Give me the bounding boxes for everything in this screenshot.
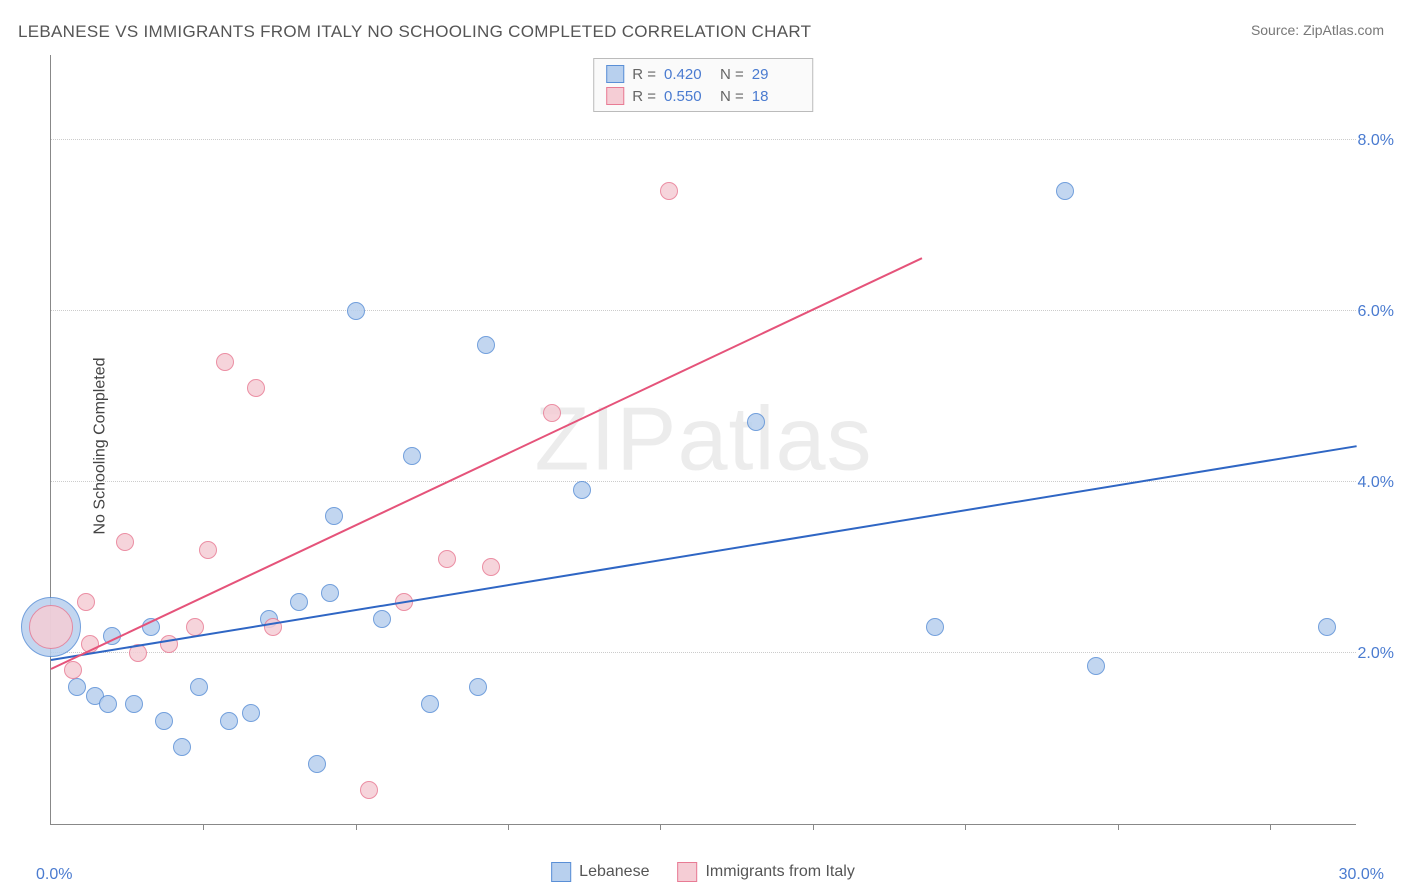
scatter-point bbox=[373, 610, 391, 628]
legend-label: Lebanese bbox=[579, 863, 649, 881]
legend-stat-row: R = 0.420 N = 29 bbox=[594, 63, 812, 85]
legend-r-label: R = bbox=[632, 66, 656, 83]
scatter-point bbox=[155, 712, 173, 730]
scatter-point bbox=[573, 481, 591, 499]
scatter-point bbox=[321, 584, 339, 602]
legend-r-value: 0.420 bbox=[664, 66, 712, 83]
scatter-point bbox=[543, 404, 561, 422]
legend-r-value: 0.550 bbox=[664, 88, 712, 105]
x-axis-start-label: 0.0% bbox=[36, 866, 72, 884]
scatter-point bbox=[242, 704, 260, 722]
watermark: ZIPatlas bbox=[534, 388, 872, 491]
legend-item: Immigrants from Italy bbox=[677, 862, 854, 882]
scatter-point bbox=[173, 738, 191, 756]
scatter-point bbox=[220, 712, 238, 730]
x-axis-end-label: 30.0% bbox=[1339, 866, 1384, 884]
x-tick bbox=[508, 824, 509, 830]
scatter-point bbox=[403, 447, 421, 465]
scatter-point bbox=[125, 695, 143, 713]
legend-swatch bbox=[677, 862, 697, 882]
scatter-point bbox=[469, 678, 487, 696]
scatter-point bbox=[438, 550, 456, 568]
scatter-point bbox=[64, 661, 82, 679]
legend-swatch bbox=[606, 87, 624, 105]
y-tick-label: 4.0% bbox=[1358, 474, 1394, 492]
gridline bbox=[51, 481, 1356, 482]
chart-title: LEBANESE VS IMMIGRANTS FROM ITALY NO SCH… bbox=[18, 22, 811, 42]
gridline bbox=[51, 652, 1356, 653]
source-attribution: Source: ZipAtlas.com bbox=[1251, 22, 1384, 38]
trend-line bbox=[921, 52, 1357, 259]
legend-swatch bbox=[551, 862, 571, 882]
scatter-point bbox=[1318, 618, 1336, 636]
legend-label: Immigrants from Italy bbox=[705, 863, 854, 881]
x-tick bbox=[1270, 824, 1271, 830]
scatter-point bbox=[290, 593, 308, 611]
scatter-point bbox=[190, 678, 208, 696]
scatter-point bbox=[747, 413, 765, 431]
scatter-point bbox=[325, 507, 343, 525]
legend-n-value: 18 bbox=[752, 88, 800, 105]
scatter-point bbox=[247, 379, 265, 397]
scatter-point bbox=[68, 678, 86, 696]
scatter-point bbox=[347, 302, 365, 320]
legend-n-label: N = bbox=[720, 66, 744, 83]
x-tick bbox=[1118, 824, 1119, 830]
scatter-point bbox=[99, 695, 117, 713]
scatter-point bbox=[477, 336, 495, 354]
legend-stats: R = 0.420 N = 29 R = 0.550 N = 18 bbox=[593, 58, 813, 112]
x-tick bbox=[203, 824, 204, 830]
legend-n-label: N = bbox=[720, 88, 744, 105]
legend-r-label: R = bbox=[632, 88, 656, 105]
scatter-point bbox=[308, 755, 326, 773]
legend-series: Lebanese Immigrants from Italy bbox=[551, 862, 855, 882]
scatter-point bbox=[1087, 657, 1105, 675]
gridline bbox=[51, 310, 1356, 311]
trend-line bbox=[51, 257, 923, 669]
y-tick-label: 2.0% bbox=[1358, 645, 1394, 663]
legend-item: Lebanese bbox=[551, 862, 649, 882]
scatter-point bbox=[360, 781, 378, 799]
scatter-point bbox=[482, 558, 500, 576]
legend-swatch bbox=[606, 65, 624, 83]
gridline bbox=[51, 139, 1356, 140]
y-tick-label: 6.0% bbox=[1358, 303, 1394, 321]
trend-line bbox=[51, 446, 1357, 662]
x-tick bbox=[813, 824, 814, 830]
scatter-point bbox=[216, 353, 234, 371]
scatter-point bbox=[199, 541, 217, 559]
scatter-point bbox=[116, 533, 134, 551]
legend-stat-row: R = 0.550 N = 18 bbox=[594, 85, 812, 107]
scatter-point bbox=[660, 182, 678, 200]
legend-n-value: 29 bbox=[752, 66, 800, 83]
scatter-point bbox=[77, 593, 95, 611]
x-tick bbox=[660, 824, 661, 830]
plot-area: ZIPatlas bbox=[50, 55, 1356, 825]
y-tick-label: 8.0% bbox=[1358, 132, 1394, 150]
scatter-point bbox=[421, 695, 439, 713]
scatter-point bbox=[926, 618, 944, 636]
x-tick bbox=[965, 824, 966, 830]
x-tick bbox=[356, 824, 357, 830]
scatter-point bbox=[29, 605, 73, 649]
